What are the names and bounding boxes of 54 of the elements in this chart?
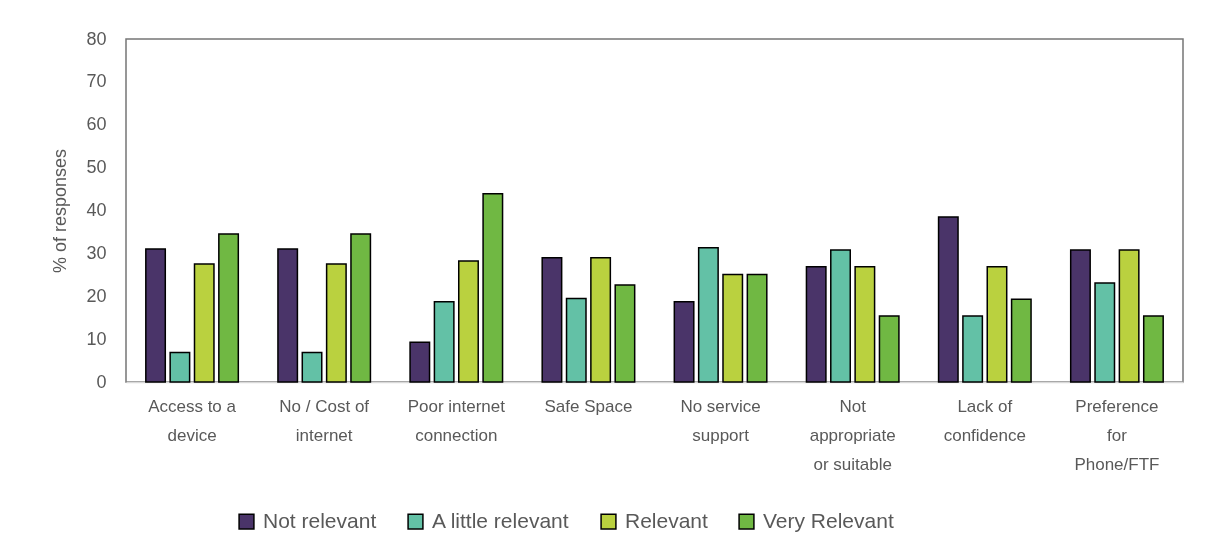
bar [565,297,587,383]
y-tick-label: 60 [86,114,107,135]
x-tick-label: Access to a device [148,396,237,445]
bar [193,263,215,383]
bar [325,263,347,383]
legend-label: Very Relevant [763,508,894,532]
bar [482,193,504,383]
bar [697,247,719,383]
y-axis-title: % of responses [50,148,71,274]
bar [878,315,900,383]
bar [830,249,851,383]
bar [1094,282,1116,383]
y-tick-label: 40 [86,200,107,220]
bar [986,265,1008,383]
legend-label: A little relevant [432,508,569,532]
bar [169,351,191,383]
bar [218,233,240,383]
bar [590,256,612,383]
y-tick-label: 80 [86,28,107,49]
bar [805,265,827,383]
bar [145,248,167,383]
bar [433,301,455,383]
bar [277,248,299,383]
bar [1010,298,1032,383]
legend-label: Relevant [625,508,709,532]
x-tick-label: Poor internet connection [407,396,506,445]
y-tick-label: 0 [96,371,107,392]
bar [1069,249,1091,383]
bar [301,351,323,383]
bar [1142,315,1164,383]
bar [1118,249,1140,383]
legend-label: Not relevant [263,508,377,532]
bar [458,260,479,383]
x-tick-label: Preference for Phone/FTF [1074,396,1160,474]
bar [541,256,563,383]
bar [350,233,372,383]
x-tick-label: Not appropriate or suitable [809,396,896,474]
x-tick-label: No service support [680,396,761,445]
bar [409,341,431,383]
y-tick-label: 70 [86,71,107,92]
y-tick-label: 30 [86,242,107,263]
bar [937,216,959,383]
bar [614,284,636,383]
x-tick-label: Safe Space [544,396,633,416]
bar [854,265,876,383]
bar [722,273,744,383]
bar [746,273,768,383]
y-tick-label: 10 [86,328,107,349]
x-tick-label: No / Cost of internet [279,396,370,445]
x-tick-label: Lack of confidence [943,396,1026,445]
bar [673,301,695,383]
bar [962,315,984,383]
y-tick-label: 50 [86,157,107,178]
y-tick-label: 20 [86,285,107,306]
